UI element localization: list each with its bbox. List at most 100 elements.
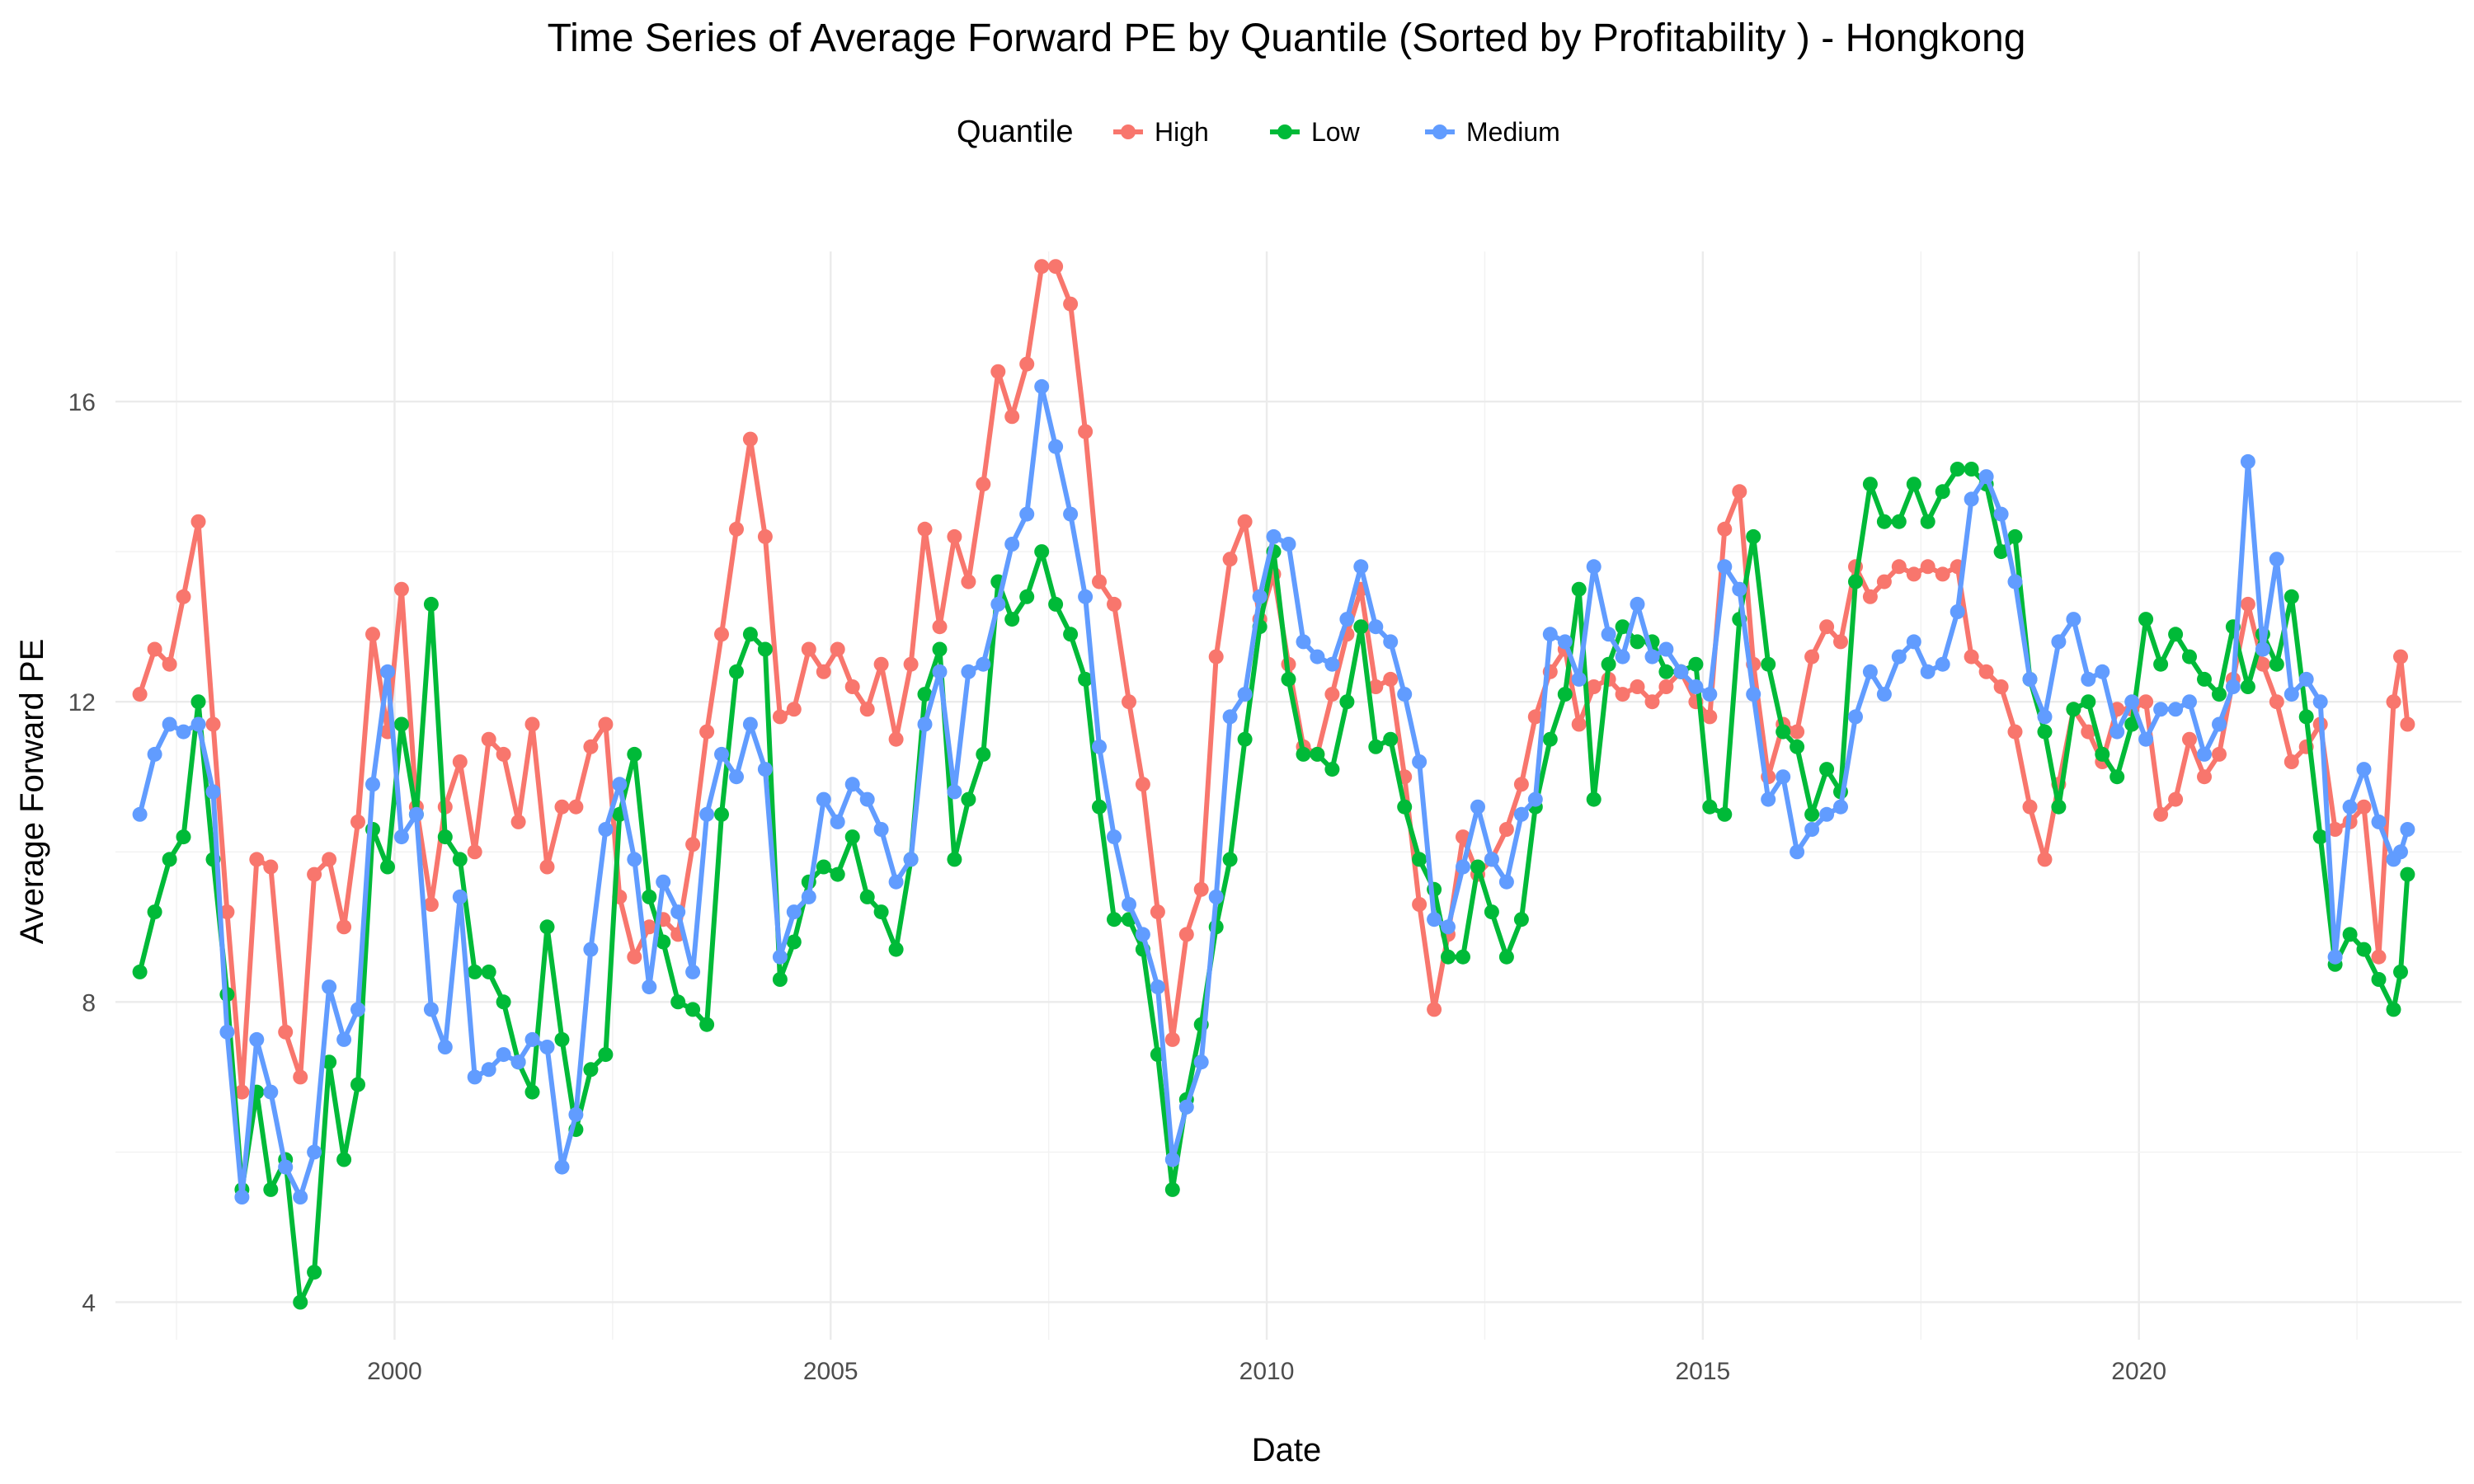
data-point [2386,1002,2401,1017]
data-point [2182,731,2197,747]
data-point [1353,619,1369,635]
y-tick-label: 8 [82,989,96,1017]
data-point [2386,694,2401,710]
legend-label: Low [1311,117,1361,147]
data-point [293,1190,308,1205]
data-point [322,979,337,995]
data-point [961,574,976,589]
data-point [2182,649,2197,665]
data-point [1427,912,1442,928]
data-point [524,1031,540,1047]
data-point [2356,762,2372,777]
data-point [656,874,671,890]
data-point [685,837,701,852]
data-point [1034,259,1050,275]
data-point [234,1190,250,1205]
data-point [1266,528,1282,544]
data-point [1876,514,1892,529]
grid [115,251,2462,1340]
data-point [2240,679,2255,694]
data-point [1601,656,1616,672]
data-point [293,1294,308,1310]
data-point [859,702,875,717]
data-point [1484,852,1499,867]
data-point [1702,709,1718,725]
data-point [380,859,395,875]
data-point [583,942,599,957]
data-point [976,656,991,672]
data-point [1470,859,1485,875]
data-point [2298,671,2314,687]
data-point [1601,627,1616,642]
data-point [176,829,191,845]
data-point [1063,296,1079,312]
data-point [1658,641,1674,657]
data-point [307,866,322,882]
data-point [1978,664,1994,679]
data-point [1557,634,1573,650]
data-point [1950,462,1965,477]
data-point [1353,559,1369,575]
data-point [1717,521,1733,537]
data-point [467,964,482,979]
data-point [365,627,380,642]
data-point [2298,709,2314,725]
data-point [1571,716,1587,732]
data-point [1310,649,1325,665]
data-point [2182,694,2197,710]
data-point [1412,754,1427,769]
data-point [1324,687,1340,702]
data-point [1063,627,1079,642]
data-point [437,1040,453,1054]
data-point [1804,822,1820,837]
data-point [2037,709,2053,725]
data-point [2356,942,2372,957]
data-point [816,859,831,875]
data-point [1746,687,1761,702]
data-point [1237,731,1253,747]
data-point [2393,844,2408,860]
data-point [467,1069,482,1085]
data-point [2197,769,2212,785]
data-point [190,694,206,710]
data-point [176,724,191,740]
data-point [1048,439,1064,454]
data-point [1833,799,1848,815]
data-point [816,664,831,679]
data-point [1819,762,1835,777]
data-point [1048,259,1064,275]
data-point [2066,612,2081,627]
data-point [539,1040,555,1054]
data-point [1717,559,1733,575]
data-point [452,754,468,769]
data-point [1339,612,1355,627]
data-point [1368,739,1384,754]
data-point [380,664,395,679]
data-point [1222,709,1238,725]
data-point [1441,949,1456,965]
data-point [699,724,715,740]
data-point [554,799,570,815]
data-point [932,619,948,635]
data-point [1906,634,1921,650]
data-point [1732,484,1747,500]
data-point [1470,799,1485,815]
data-point [2212,687,2227,702]
data-point [1193,881,1209,897]
data-point [1688,656,1704,672]
data-point [2081,671,2096,687]
data-point [1964,649,1979,665]
data-point [1484,904,1499,920]
data-point [1848,709,1863,725]
data-point [612,777,628,792]
data-point [147,641,162,657]
data-point [2109,769,2125,785]
data-point [1122,897,1136,912]
data-point [1456,949,1470,965]
data-point [1122,694,1136,710]
x-axis-ticks: 2000 2005 2010 2015 2020 [367,1358,2166,1385]
data-point [423,596,439,612]
data-point [1034,544,1050,560]
data-point [801,641,816,657]
data-point [1324,656,1340,672]
